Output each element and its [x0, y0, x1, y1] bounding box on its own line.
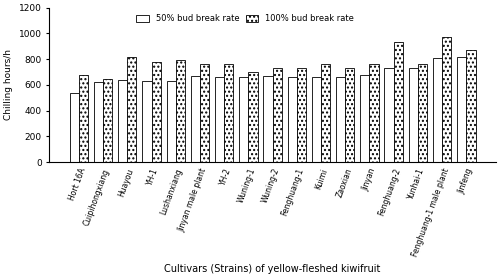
Bar	[94, 82, 103, 162]
Bar	[248, 72, 258, 162]
Bar	[408, 68, 418, 162]
Bar	[70, 93, 79, 162]
Bar	[321, 64, 330, 162]
Bar	[272, 68, 282, 162]
Bar	[466, 50, 475, 162]
Bar	[79, 75, 88, 162]
Bar	[215, 77, 224, 162]
Bar	[152, 62, 160, 162]
Bar	[224, 64, 234, 162]
Bar	[370, 64, 378, 162]
Bar	[336, 77, 345, 162]
Bar	[394, 43, 403, 162]
X-axis label: Cultivars (Strains) of yellow-fleshed kiwifruit: Cultivars (Strains) of yellow-fleshed ki…	[164, 264, 381, 274]
Bar	[457, 57, 466, 162]
Bar	[142, 81, 152, 162]
Bar	[288, 77, 297, 162]
Bar	[200, 64, 209, 162]
Y-axis label: Chilling hours/h: Chilling hours/h	[4, 49, 13, 120]
Bar	[166, 81, 175, 162]
Bar	[442, 37, 452, 162]
Bar	[360, 75, 370, 162]
Bar	[103, 78, 113, 162]
Bar	[190, 76, 200, 162]
Bar	[239, 77, 248, 162]
Bar	[418, 64, 427, 162]
Bar	[312, 77, 321, 162]
Bar	[384, 68, 394, 162]
Bar	[433, 58, 442, 162]
Bar	[176, 61, 185, 162]
Bar	[128, 57, 136, 162]
Bar	[118, 80, 128, 162]
Bar	[345, 68, 354, 162]
Bar	[297, 68, 306, 162]
Bar	[264, 76, 272, 162]
Legend: 50% bud break rate, 100% bud break rate: 50% bud break rate, 100% bud break rate	[134, 12, 356, 26]
